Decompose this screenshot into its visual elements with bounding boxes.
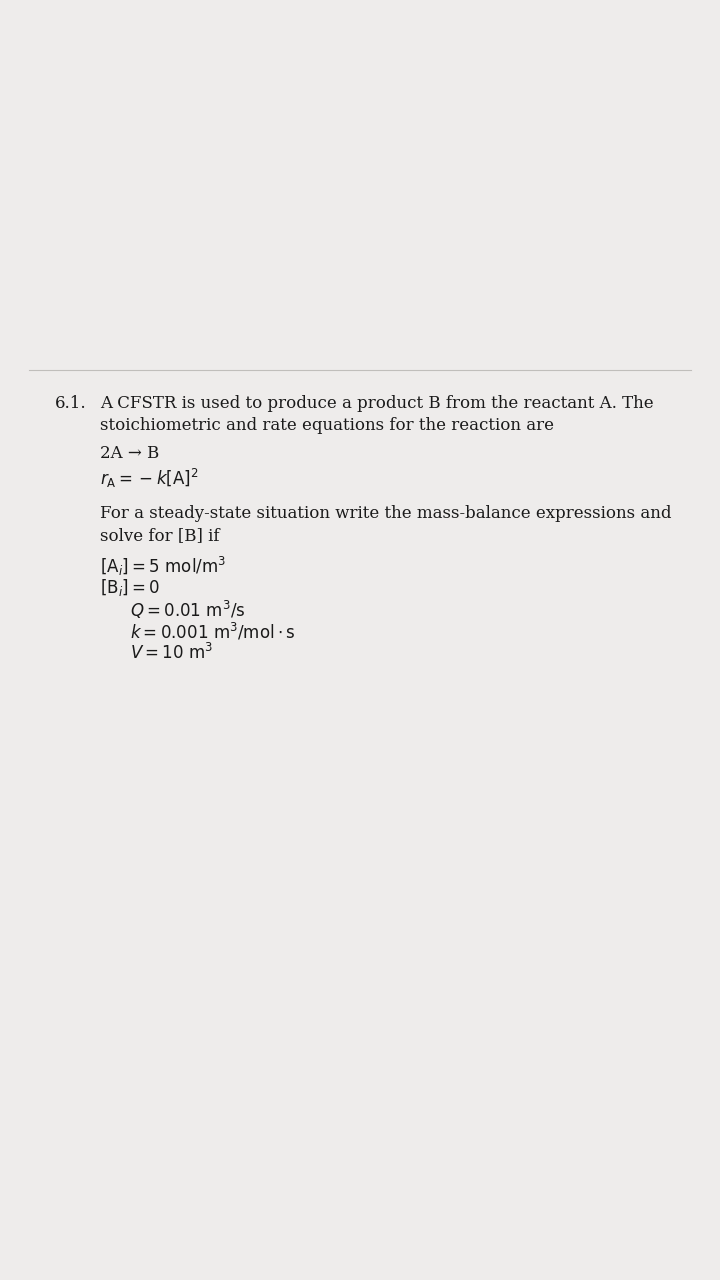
Text: For a steady-state situation write the mass-balance expressions and: For a steady-state situation write the m… xyxy=(100,506,672,522)
Text: solve for [B] if: solve for [B] if xyxy=(100,527,220,544)
Text: $[\mathrm{B}_i] = 0$: $[\mathrm{B}_i] = 0$ xyxy=(100,577,160,598)
Text: $r_\mathrm{A} = -k[\mathrm{A}]^2$: $r_\mathrm{A} = -k[\mathrm{A}]^2$ xyxy=(100,467,199,490)
Text: $k = 0.001\ \mathrm{m^3/mol \cdot s}$: $k = 0.001\ \mathrm{m^3/mol \cdot s}$ xyxy=(130,621,295,643)
Text: $[\mathrm{A}_i] = 5\ \mathrm{mol/m^3}$: $[\mathrm{A}_i] = 5\ \mathrm{mol/m^3}$ xyxy=(100,556,226,579)
Text: $V = 10\ \mathrm{m^3}$: $V = 10\ \mathrm{m^3}$ xyxy=(130,643,213,663)
Text: 6.1.: 6.1. xyxy=(55,396,86,412)
Text: A CFSTR is used to produce a product B from the reactant A. The: A CFSTR is used to produce a product B f… xyxy=(100,396,654,412)
Text: $Q = 0.01\ \mathrm{m^3/s}$: $Q = 0.01\ \mathrm{m^3/s}$ xyxy=(130,599,246,621)
Text: 2A → B: 2A → B xyxy=(100,445,159,462)
Text: stoichiometric and rate equations for the reaction are: stoichiometric and rate equations for th… xyxy=(100,417,554,434)
